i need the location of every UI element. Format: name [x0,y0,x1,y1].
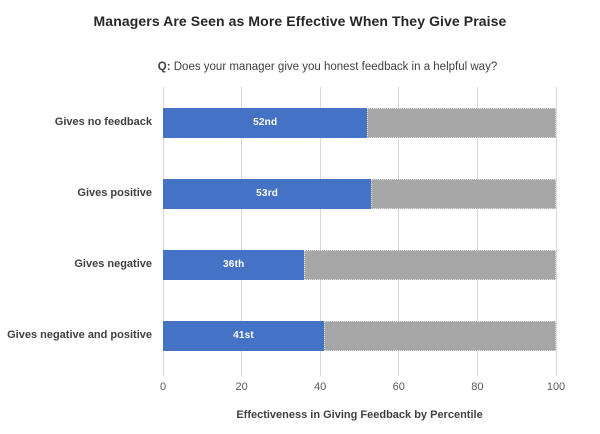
chart-subtitle: Q: Does your manager give you honest fee… [0,61,600,73]
bar-segment-value: 53rd [163,178,372,209]
bar-segment-value: 52nd [163,107,368,138]
gridline-100 [555,87,557,376]
bar-value-label: 41st [233,330,254,341]
gridline-0 [162,87,164,376]
bar-segment-value: 41st [163,320,325,351]
x-axis-ticks: 0 20 40 60 80 100 [159,381,565,395]
x-tick-label: 60 [392,381,405,393]
category-label: Gives negative and positive [7,329,152,342]
bar-row: 41st [163,300,556,371]
bar-segment-remainder [304,249,556,280]
bar-value-label: 36th [223,259,245,270]
stacked-bar: 53rd [163,178,556,209]
gridline-80 [476,87,478,376]
chart-title: Managers Are Seen as More Effective When… [93,13,507,29]
category-axis-labels: Gives no feedback Gives positive Gives neg… [0,87,152,371]
x-tick-label: 20 [235,381,248,393]
bar-segment-value: 36th [163,249,305,280]
category-label: Gives no feedback [54,116,152,129]
stacked-bar: 36th [163,249,556,280]
x-tick-label: 40 [314,381,327,393]
stacked-bar: 52nd [163,107,556,138]
x-tick-label: 80 [471,381,484,393]
stacked-bar: 41st [163,320,556,351]
category-label: Gives negative [74,258,152,271]
subtitle-text: Does your manager give you honest feedba… [170,61,498,73]
x-axis-title: Effectiveness in Giving Feedback by Perc… [236,409,483,421]
category-label: Gives positive [77,187,152,200]
bar-value-label: 52nd [253,117,278,128]
bar-row: 52nd [163,87,556,158]
bar-segment-remainder [367,107,556,138]
bar-segment-remainder [371,178,556,209]
subtitle-prefix: Q: [157,61,171,73]
x-tick-label: 100 [546,381,566,393]
bar-segment-remainder [324,320,556,351]
gridline-20 [241,87,243,376]
plot-area: 52nd 53rd 36th 41st [162,87,557,376]
bar-value-label: 53rd [256,188,279,199]
x-tick-label: 0 [159,381,167,393]
bar-row: 53rd [163,158,556,229]
bar-area: 52nd 53rd 36th 41st [163,87,556,371]
bar-row: 36th [163,229,556,300]
gridline-40 [319,87,321,376]
gridline-60 [398,87,400,376]
